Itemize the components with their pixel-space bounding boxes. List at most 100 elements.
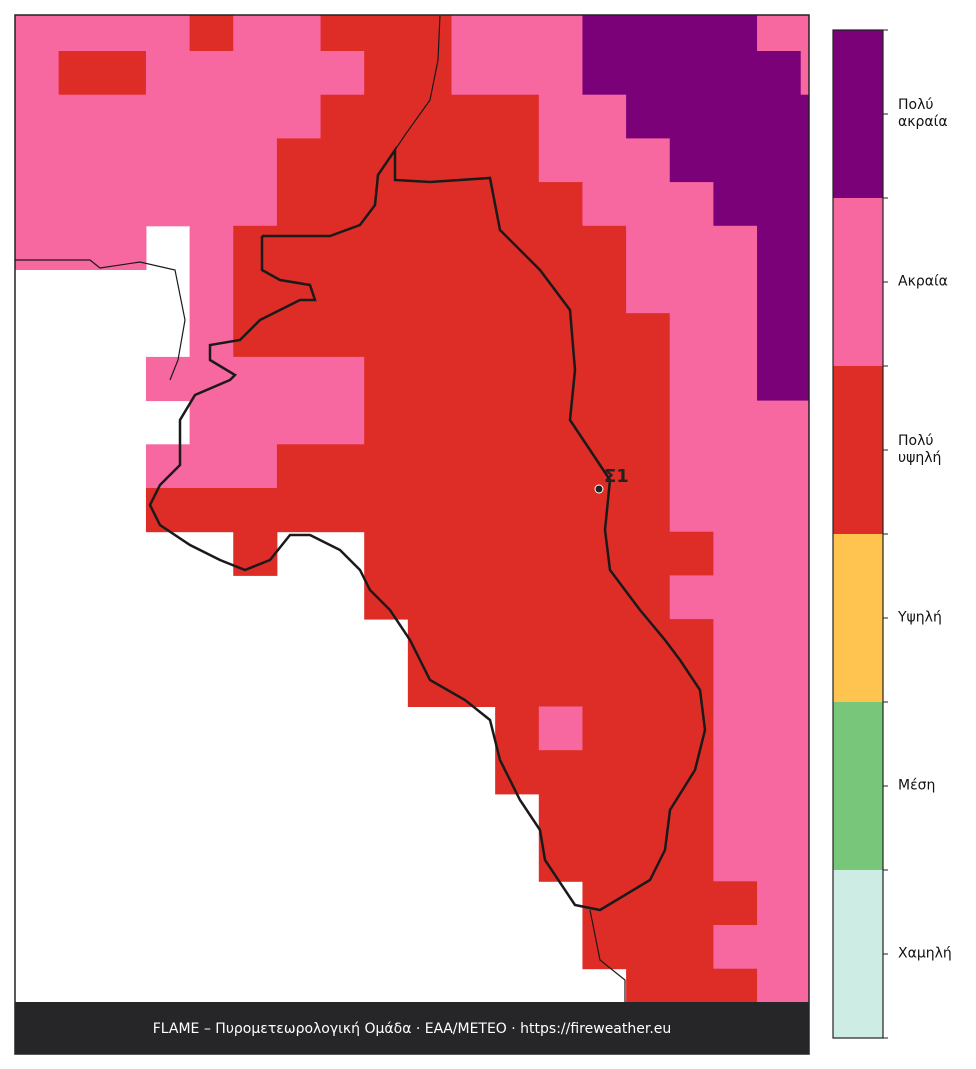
grid-cell xyxy=(189,94,234,139)
grid-cell xyxy=(582,662,627,707)
grid-cell xyxy=(800,619,809,664)
grid-cell xyxy=(364,269,409,314)
grid-cell xyxy=(364,182,409,227)
grid-cell xyxy=(276,444,322,489)
grid-cell xyxy=(407,575,452,620)
grid-cell xyxy=(757,619,802,664)
grid-cell xyxy=(713,94,758,139)
grid-cell xyxy=(626,444,671,489)
grid-cell xyxy=(233,313,278,358)
grid-cell xyxy=(626,269,671,314)
grid-cell xyxy=(800,138,809,183)
grid-cell xyxy=(451,662,496,707)
grid-cell xyxy=(320,182,365,227)
grid-cell xyxy=(364,138,409,183)
colorbar-frame xyxy=(832,29,884,1039)
grid-cell xyxy=(757,925,802,970)
grid-cell xyxy=(364,356,409,402)
grid-cell xyxy=(407,138,452,183)
borders xyxy=(15,15,707,1005)
grid-cell xyxy=(800,269,809,314)
grid-cell xyxy=(626,51,671,96)
grid-cell xyxy=(451,138,496,183)
grid-cell xyxy=(713,313,758,358)
grid-cell xyxy=(582,313,627,358)
grid-cell xyxy=(538,750,583,795)
grid-cell xyxy=(757,881,802,926)
grid-cell xyxy=(276,94,322,139)
grid-cell xyxy=(495,138,540,183)
grid-cell xyxy=(495,750,540,795)
grid-cell xyxy=(800,706,809,751)
grid-cell xyxy=(669,15,714,52)
grid-cell xyxy=(757,400,802,445)
grid-cell xyxy=(320,400,365,445)
legend-label: Πολύ ακραία xyxy=(898,97,948,130)
grid-cell xyxy=(800,313,809,358)
grid-cell xyxy=(233,138,278,183)
grid-cell xyxy=(58,51,103,96)
grid-cell xyxy=(407,225,452,270)
grid-cell xyxy=(102,51,147,96)
grid-cell xyxy=(407,619,452,664)
grid-cell xyxy=(451,400,496,445)
grid-cell xyxy=(800,182,809,227)
grid-cell xyxy=(364,488,409,533)
grid-cell xyxy=(451,94,496,139)
grid-cell xyxy=(757,269,802,314)
grid-cell xyxy=(626,94,671,139)
grid-cell xyxy=(451,619,496,664)
grid-cell xyxy=(233,356,278,402)
grid-cell xyxy=(757,15,802,52)
grid-cell xyxy=(233,182,278,227)
grid-cell xyxy=(669,662,714,707)
grid-cell xyxy=(495,15,540,52)
grid-cell xyxy=(364,400,409,445)
grid-cell xyxy=(757,488,802,533)
grid-cell xyxy=(800,400,809,445)
grid-cell xyxy=(407,51,452,96)
grid-cell xyxy=(276,269,322,314)
grid-cell xyxy=(713,225,758,270)
grid-cell xyxy=(538,488,583,533)
grid-cell xyxy=(757,662,802,707)
grid-cell xyxy=(189,444,234,489)
grid-cell xyxy=(582,182,627,227)
grid-cell xyxy=(15,51,60,96)
grid-cell xyxy=(713,793,758,839)
grid-cell xyxy=(364,444,409,489)
grid-cell xyxy=(407,182,452,227)
grid-cell xyxy=(276,400,322,445)
grid-cell xyxy=(626,182,671,227)
grid-cell xyxy=(15,182,60,227)
grid-cell xyxy=(407,313,452,358)
grid-cell xyxy=(364,51,409,96)
grid-cell xyxy=(320,225,365,270)
grid-cell xyxy=(58,15,103,52)
grid-cell xyxy=(538,51,583,96)
grid-cell xyxy=(451,313,496,358)
grid-cell xyxy=(757,313,802,358)
grid-cell xyxy=(407,15,452,52)
grid-cell xyxy=(102,138,147,183)
grid-cell xyxy=(757,182,802,227)
grid-cell xyxy=(495,269,540,314)
grid-cell xyxy=(538,400,583,445)
grid-cell xyxy=(145,182,191,227)
grid-cell xyxy=(713,575,758,620)
grid-cell xyxy=(320,269,365,314)
grid-cell xyxy=(451,531,496,576)
grid-cell xyxy=(626,356,671,402)
grid-cell xyxy=(451,269,496,314)
grid-cell xyxy=(626,706,671,751)
region-border xyxy=(148,145,707,912)
grid-cell xyxy=(15,138,60,183)
grid-cell xyxy=(713,881,758,926)
grid-cell xyxy=(713,619,758,664)
grid-cell xyxy=(15,225,60,270)
grid-cell xyxy=(582,225,627,270)
colorbar-segment xyxy=(833,30,883,198)
grid-cell xyxy=(364,225,409,270)
grid-cell xyxy=(189,313,234,358)
grid-cell xyxy=(538,575,583,620)
